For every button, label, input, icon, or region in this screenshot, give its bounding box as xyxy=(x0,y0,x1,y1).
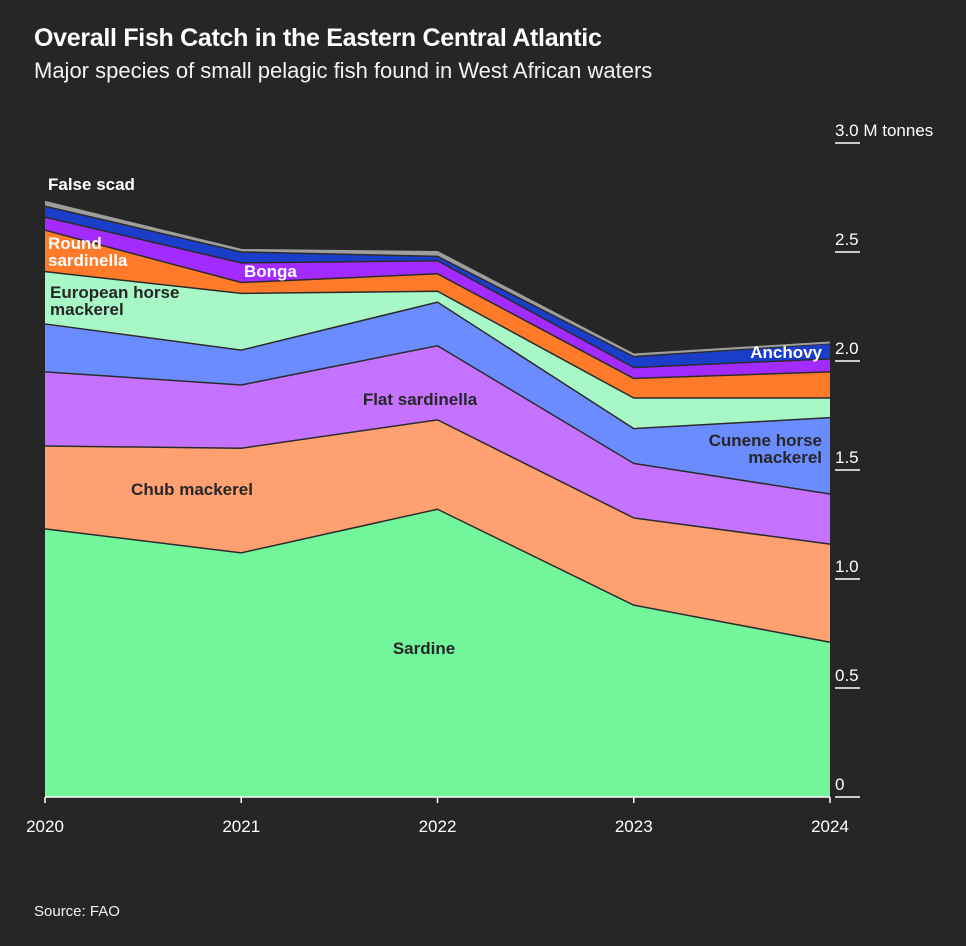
series-label-round-sardinella: Round sardinella xyxy=(48,234,128,270)
series-label-cunene-horse-mackerel: Cunene horse mackerel xyxy=(709,431,822,467)
x-tick-label: 2023 xyxy=(615,817,653,836)
x-tick-label: 2021 xyxy=(222,817,260,836)
area-flat-sardinella xyxy=(45,345,830,545)
boundary-line-european-horse-mackerel xyxy=(44,270,830,399)
area-sardine xyxy=(45,509,830,797)
boundary-line-false-scad xyxy=(44,200,831,356)
source-note: Source: FAO xyxy=(34,903,120,920)
boundary-line-anchovy xyxy=(44,205,831,358)
y-tick-label: 2.5 xyxy=(835,230,859,249)
area-round-sardinella xyxy=(45,230,830,399)
boundary-line-flat-sardinella xyxy=(44,344,831,495)
chart-title: Overall Fish Catch in the Eastern Centra… xyxy=(34,24,602,52)
boundary-line-chub-mackerel xyxy=(44,419,831,545)
x-tick-label: 2020 xyxy=(26,817,64,836)
series-label-anchovy: Anchovy xyxy=(750,343,822,362)
series-label-european-horse-mackerel: European horse mackerel xyxy=(50,283,179,319)
series-label-false-scad: False scad xyxy=(48,175,135,194)
y-tick-label: 2.0 xyxy=(835,339,859,358)
y-tick-label: 3.0 M tonnes xyxy=(835,121,933,140)
series-label-flat-sardinella: Flat sardinella xyxy=(363,390,478,409)
y-tick-label: 0.5 xyxy=(835,666,859,685)
boundary-line-cunene-horse-mackerel xyxy=(44,301,831,430)
y-tick-label: 0 xyxy=(835,775,844,794)
boundary-line-sardine xyxy=(44,508,831,643)
area-anchovy xyxy=(45,206,830,368)
y-tick-label: 1.5 xyxy=(835,448,859,467)
series-label-chub-mackerel: Chub mackerel xyxy=(131,480,253,499)
y-tick-label: 1.0 xyxy=(835,557,859,576)
series-label-sardine: Sardine xyxy=(393,639,455,658)
x-tick-label: 2024 xyxy=(811,817,849,836)
boundary-line-bonga xyxy=(44,216,831,369)
x-tick-label: 2022 xyxy=(419,817,457,836)
chart-subtitle: Major species of small pelagic fish foun… xyxy=(34,58,653,83)
series-label-bonga: Bonga xyxy=(244,262,297,281)
boundary-line-round-sardinella xyxy=(44,229,831,380)
area-chub-mackerel xyxy=(45,419,830,643)
area-european-horse-mackerel xyxy=(45,271,830,429)
